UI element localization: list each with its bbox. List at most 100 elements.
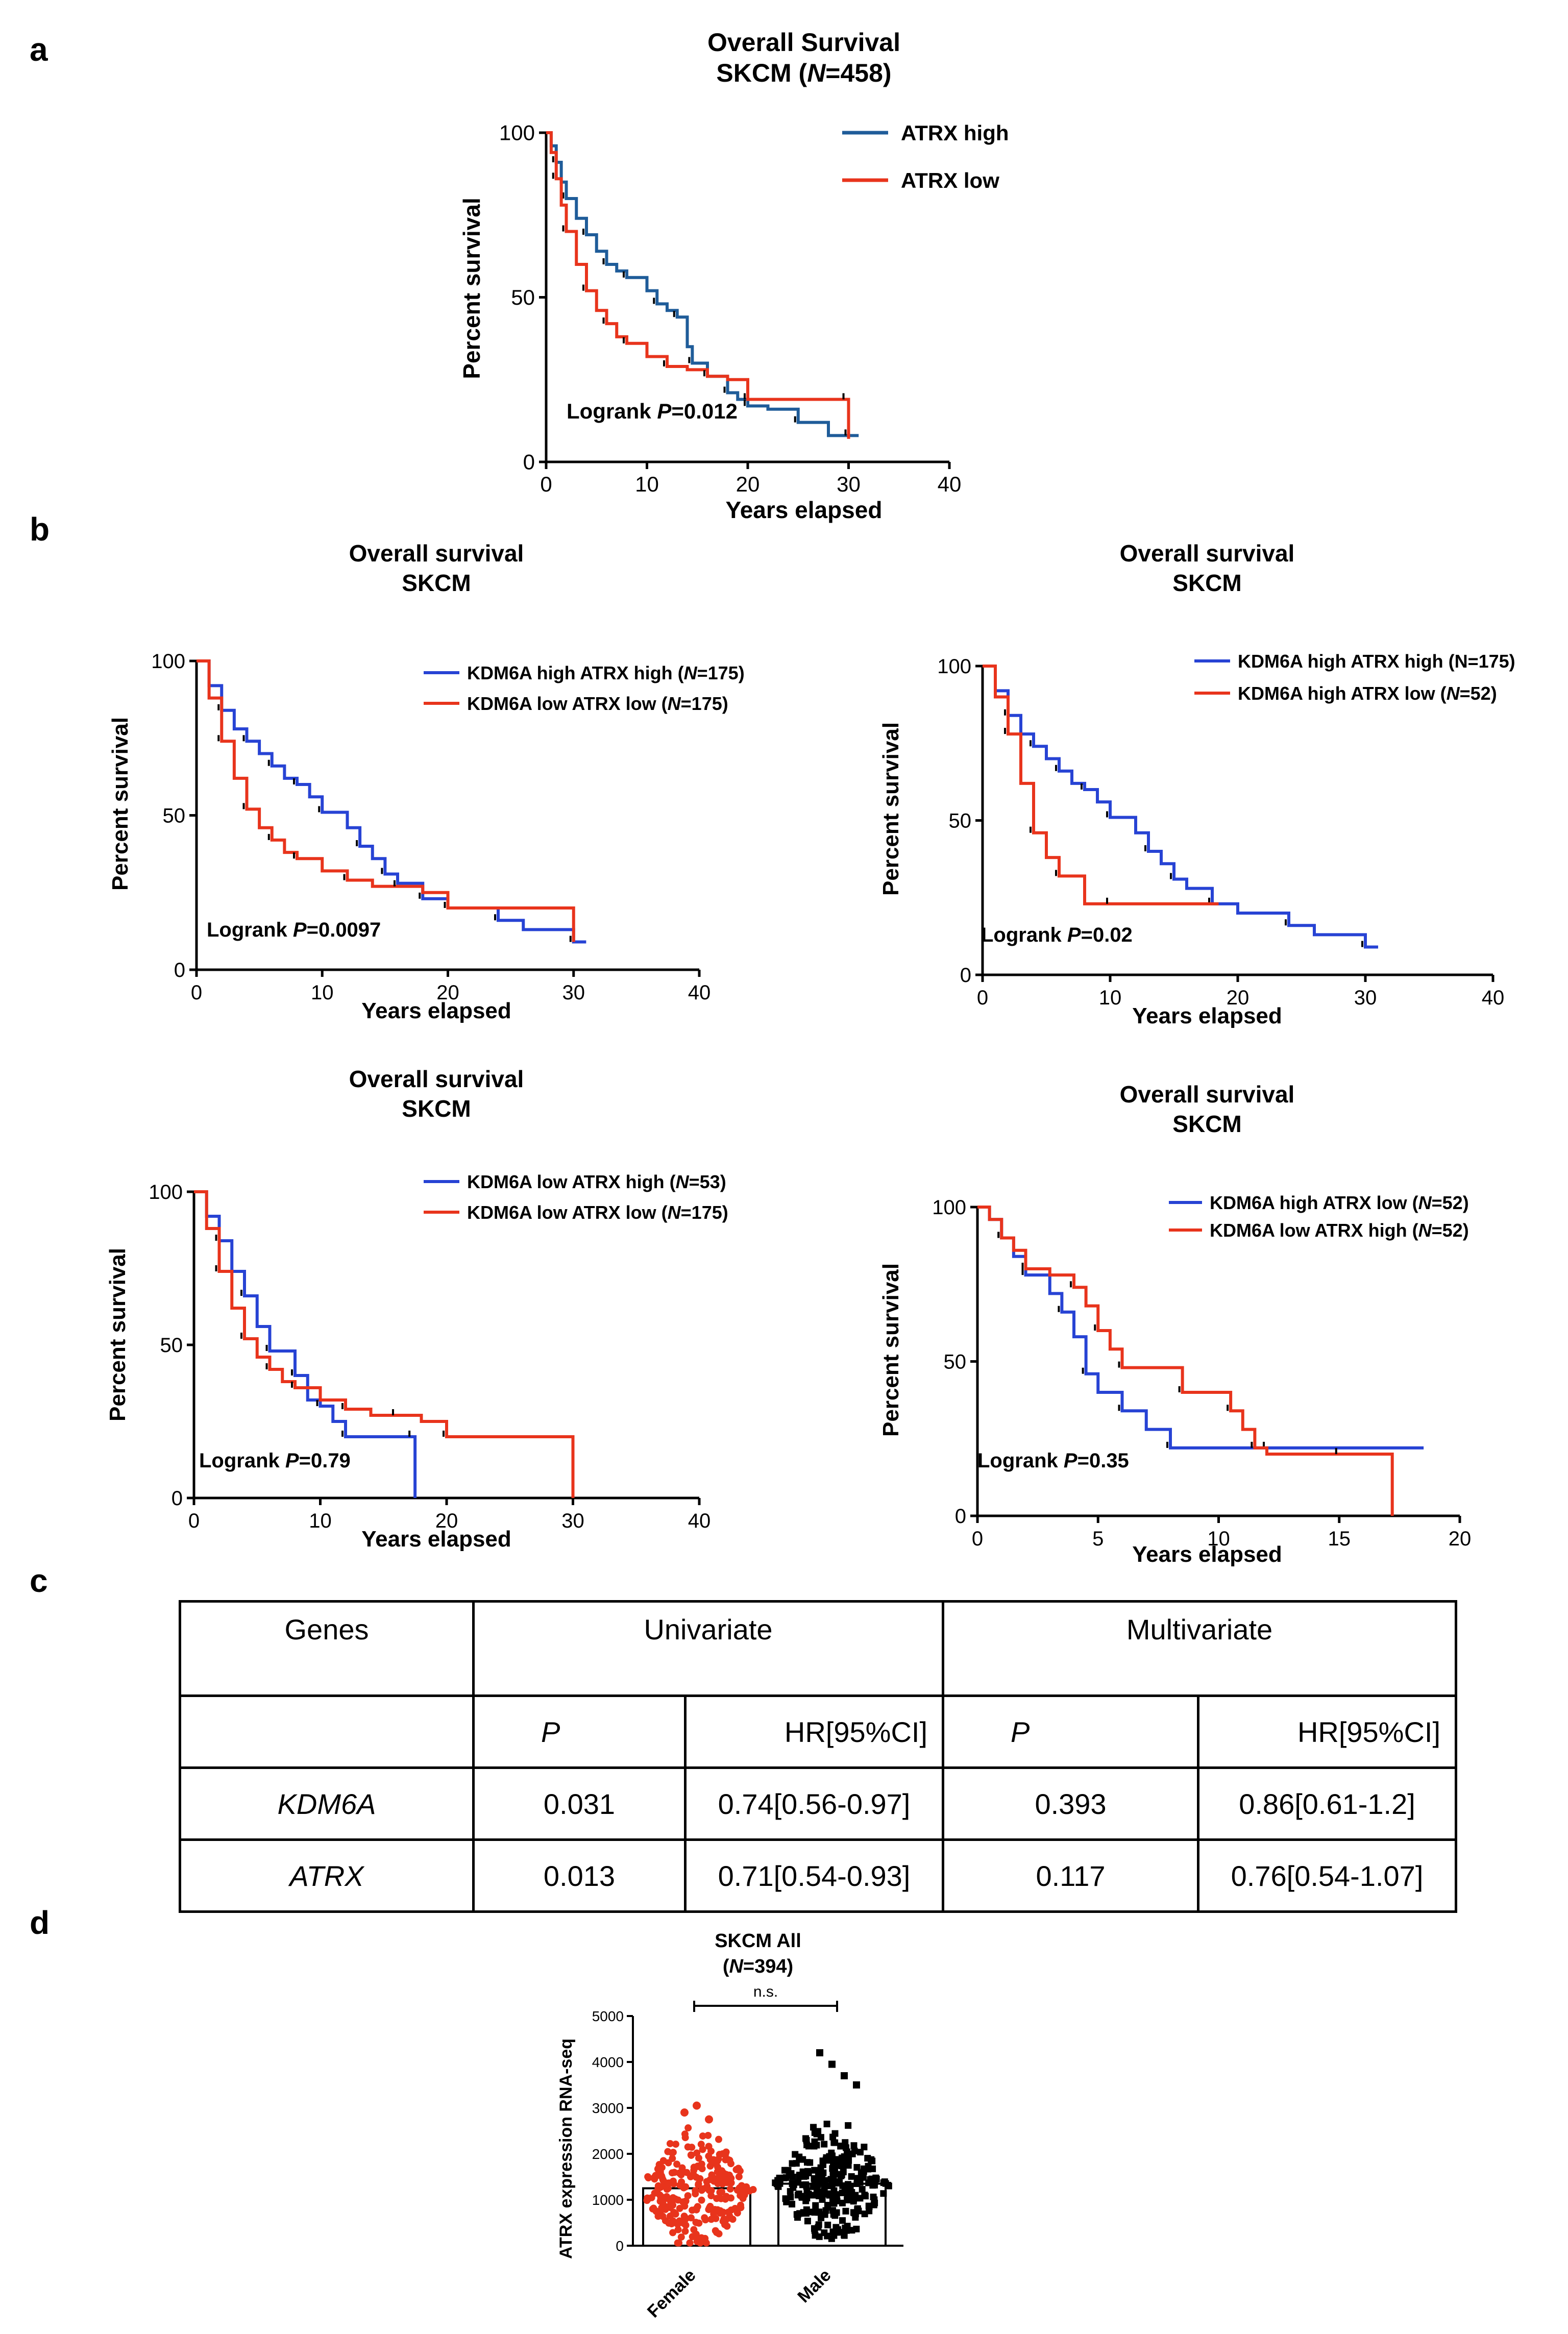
data-point xyxy=(644,2196,651,2203)
data-point xyxy=(774,2182,781,2190)
table-cell-p-multi: 0.117 xyxy=(942,1838,1200,1913)
chart-d: SKCM All (N=394) ATRX expression RNA-seq… xyxy=(556,1930,903,2322)
data-point xyxy=(707,2147,715,2155)
data-point xyxy=(654,2165,662,2172)
data-point xyxy=(804,2218,811,2225)
data-point xyxy=(720,2173,727,2180)
data-point xyxy=(856,2149,864,2156)
y-tick-label: 100 xyxy=(932,1196,966,1219)
x-tick-label: 0 xyxy=(972,1528,983,1550)
data-point xyxy=(719,2150,726,2157)
data-point xyxy=(692,2187,699,2195)
data-point xyxy=(829,2197,837,2204)
data-point xyxy=(712,2227,719,2234)
data-point xyxy=(789,2160,796,2167)
chart-b4-series-0-curve xyxy=(977,1206,1424,1449)
data-point xyxy=(803,2195,811,2202)
x-tick-label: 40 xyxy=(688,981,711,1004)
y-tick-label: 50 xyxy=(163,805,186,827)
data-point xyxy=(727,2194,735,2202)
chart-b3-series-1-curve xyxy=(194,1190,575,1498)
y-tick-label: 100 xyxy=(937,655,971,678)
chart-b2-legend: KDM6A high ATRX high (N=175) KDM6A high … xyxy=(1194,651,1515,704)
x-tick-label: 10 xyxy=(311,981,334,1004)
chart-a-xlabel: Years elapsed xyxy=(726,497,883,523)
x-tick-label: 10 xyxy=(635,472,659,496)
data-point xyxy=(698,2196,705,2204)
chart-b1: Overall survival SKCM Percent survival Y… xyxy=(108,540,745,1023)
y-tick-label: 50 xyxy=(511,285,535,309)
data-point xyxy=(684,2143,692,2151)
outlier-point xyxy=(841,2072,848,2079)
chart-b4: Overall survival SKCM Percent survival Y… xyxy=(878,1081,1471,1567)
data-point xyxy=(831,2165,839,2172)
y-tick-label: 100 xyxy=(499,121,535,145)
data-point xyxy=(692,2205,700,2213)
points-male xyxy=(772,2049,892,2242)
data-point xyxy=(833,2229,840,2236)
chart-b4-title: Overall survival xyxy=(1120,1081,1295,1108)
data-point xyxy=(717,2207,724,2215)
data-point xyxy=(823,2121,830,2127)
data-point xyxy=(848,2173,855,2180)
legend-label-atrx-high: ATRX high xyxy=(901,121,1009,145)
chart-b2-subtitle: SKCM xyxy=(1172,570,1241,596)
data-point xyxy=(698,2186,705,2194)
data-point xyxy=(799,2156,806,2163)
data-point xyxy=(841,2186,848,2194)
data-point xyxy=(866,2207,873,2215)
chart-a-series-0-curve xyxy=(546,131,859,437)
chart-b3-series-0-curve xyxy=(194,1190,417,1498)
y-tick-label: 4000 xyxy=(592,2054,624,2070)
x-tick-label: 10 xyxy=(1207,1528,1230,1550)
chart-b3-logrank: Logrank P=0.79 xyxy=(199,1449,351,1472)
data-point xyxy=(861,2144,868,2151)
data-point xyxy=(865,2163,872,2170)
data-point xyxy=(821,2229,828,2237)
data-point xyxy=(826,2192,833,2199)
x-tick-label: 30 xyxy=(1354,987,1377,1009)
data-point xyxy=(672,2210,679,2218)
chart-d-title: SKCM All xyxy=(715,1930,801,1952)
y-tick-label: 3000 xyxy=(592,2100,624,2116)
chart-b2-title: Overall survival xyxy=(1120,540,1295,567)
table-cell-p-uni: 0.031 xyxy=(472,1766,687,1841)
data-point xyxy=(668,2149,676,2157)
data-point xyxy=(723,2179,731,2186)
chart-b1-series-1-curve xyxy=(197,659,575,942)
chart-b3-title: Overall survival xyxy=(349,1066,524,1092)
table-cell-gene: KDM6A xyxy=(179,1766,475,1841)
outlier-point xyxy=(693,2101,701,2110)
data-point xyxy=(696,2175,704,2182)
panel-label-a: a xyxy=(30,31,48,68)
panel-label-b: b xyxy=(30,511,50,548)
data-point xyxy=(707,2192,715,2200)
data-point xyxy=(812,2232,819,2239)
data-point xyxy=(776,2176,783,2183)
table-cell-hr-multi: 0.86[0.61-1.2] xyxy=(1197,1766,1458,1841)
y-tick-label: 50 xyxy=(949,810,972,832)
data-point xyxy=(831,2139,839,2146)
data-point xyxy=(820,2169,827,2176)
table-subheader-hr-uni: HR[95%CI] xyxy=(683,1694,945,1769)
data-point xyxy=(701,2234,709,2242)
data-point xyxy=(726,2214,733,2222)
data-point xyxy=(737,2204,745,2212)
chart-b4-legend: KDM6A high ATRX low (N=52) KDM6A low ATR… xyxy=(1169,1192,1469,1241)
data-point xyxy=(694,2235,702,2243)
data-point xyxy=(812,2202,819,2209)
data-point xyxy=(675,2239,683,2247)
panel-label-c: c xyxy=(30,1562,48,1599)
data-point xyxy=(786,2172,793,2179)
x-tick-label: 30 xyxy=(561,1510,584,1532)
data-point xyxy=(681,2134,689,2142)
chart-b1-axes: 0 10 20 30 40 0 50 100 xyxy=(151,650,710,1004)
chart-b4-subtitle: SKCM xyxy=(1172,1111,1241,1137)
table-subheader-hr-multi: HR[95%CI] xyxy=(1197,1694,1458,1769)
data-point xyxy=(650,2204,657,2212)
data-point xyxy=(742,2185,750,2193)
data-point xyxy=(852,2192,859,2199)
data-point xyxy=(816,2176,823,2183)
table-cell-gene: ATRX xyxy=(179,1838,475,1913)
chart-a-logrank: Logrank P=0.012 xyxy=(567,399,738,423)
